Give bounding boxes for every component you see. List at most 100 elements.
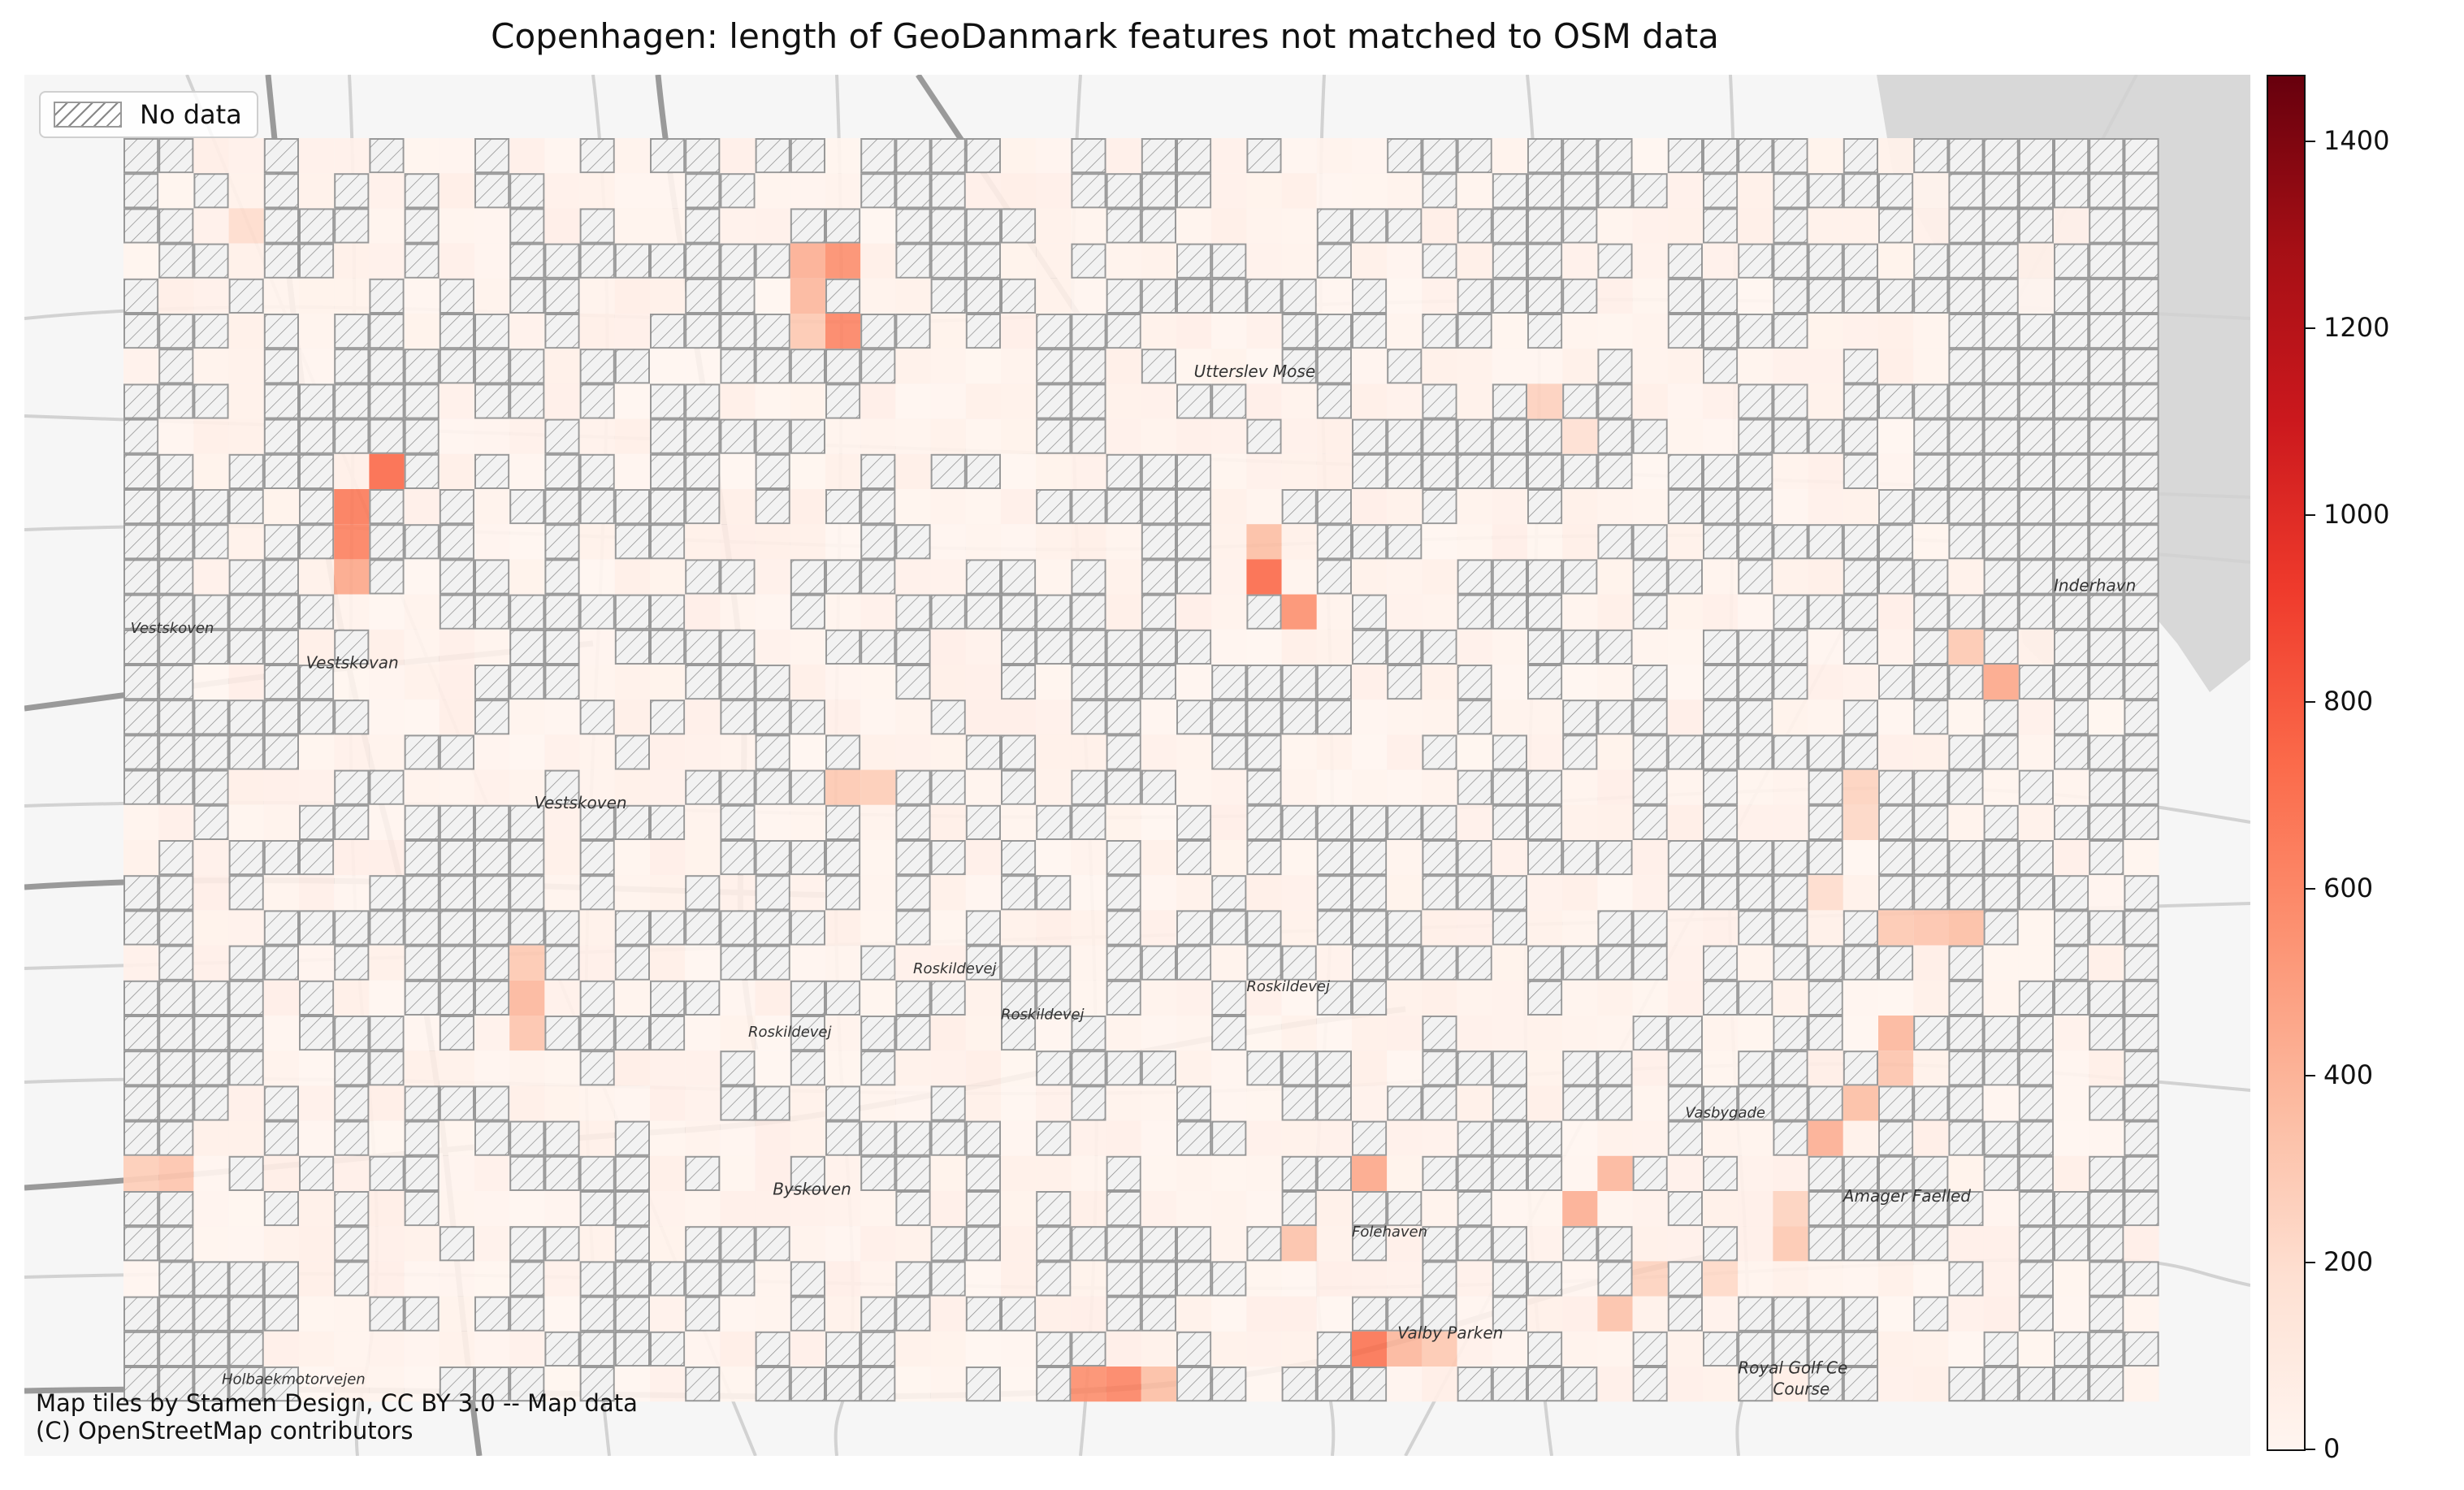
heatmap-cell (895, 383, 931, 419)
no-data-hatch (1984, 841, 2018, 875)
heatmap-cell (1246, 489, 1282, 525)
no-data-hatch (264, 665, 298, 700)
no-data-hatch (405, 876, 439, 910)
heatmap-cell (930, 1191, 966, 1227)
heatmap-cell (860, 1226, 896, 1262)
heatmap-cell (1211, 1155, 1247, 1191)
heatmap-cell (614, 208, 650, 244)
no-data-hatch (1353, 525, 1387, 559)
no-data-hatch (1423, 314, 1457, 349)
chart-title: Copenhagen: length of GeoDanmark feature… (491, 16, 1719, 56)
no-data-hatch (1528, 209, 1562, 243)
heatmap-cell (1667, 1367, 1703, 1402)
no-data-hatch (1949, 174, 1983, 208)
heatmap-cell (1001, 173, 1037, 209)
heatmap-cell (1036, 700, 1072, 735)
no-data-hatch (2055, 279, 2089, 313)
no-data-hatch (1037, 1051, 1071, 1085)
no-data-hatch (1739, 244, 1773, 278)
no-data-hatch (124, 1016, 158, 1050)
no-data-hatch (2055, 595, 2089, 629)
heatmap-cell (369, 173, 405, 209)
no-data-hatch (1353, 279, 1387, 313)
no-data-hatch (194, 981, 228, 1015)
no-data-hatch (159, 981, 193, 1015)
heatmap-cell (1281, 559, 1317, 595)
no-data-hatch (545, 314, 579, 349)
heatmap-cell (1632, 349, 1668, 384)
no-data-hatch (1773, 244, 1808, 278)
no-data-hatch (1739, 1297, 1773, 1331)
no-data-hatch (1914, 1156, 1948, 1190)
heatmap-cell (1457, 629, 1492, 665)
no-data-hatch (1457, 841, 1492, 875)
heatmap-cell (614, 840, 650, 876)
no-data-hatch (580, 384, 614, 418)
no-data-hatch (1704, 805, 1738, 839)
no-data-hatch (229, 946, 263, 980)
no-data-hatch (1002, 595, 1036, 629)
heatmap-cell (439, 418, 474, 454)
heatmap-cell (228, 138, 264, 174)
no-data-hatch (510, 209, 544, 243)
heatmap-cell (1527, 1191, 1563, 1227)
heatmap-cell (1387, 1050, 1423, 1086)
heatmap-cell (1001, 243, 1037, 279)
no-data-hatch (896, 174, 930, 208)
colorbar-tick-label: 200 (2323, 1246, 2374, 1278)
heatmap-cell (334, 875, 370, 911)
heatmap-cell (193, 945, 229, 981)
no-data-hatch (1528, 560, 1562, 594)
no-data-hatch (1388, 911, 1422, 945)
no-data-hatch (1633, 1016, 1667, 1050)
no-data-hatch (1177, 1121, 1211, 1155)
no-data-hatch (756, 454, 790, 488)
no-data-hatch (1528, 1156, 1562, 1190)
heatmap-cell (1667, 804, 1703, 840)
heatmap-cell (860, 208, 896, 244)
no-data-hatch (1353, 1192, 1387, 1226)
heatmap-cell (755, 173, 790, 209)
no-data-hatch (1423, 1016, 1457, 1050)
heatmap-cell (755, 1191, 790, 1227)
no-data-hatch (1879, 490, 1913, 524)
heatmap-cell (965, 1016, 1001, 1051)
heatmap-cell (228, 524, 264, 560)
heatmap-cell (1071, 1367, 1106, 1402)
heatmap-cell (965, 665, 1001, 700)
no-data-hatch (861, 349, 895, 383)
heatmap-cell (895, 1331, 931, 1367)
heatmap-cell (930, 804, 966, 840)
heatmap-cell (263, 980, 299, 1016)
heatmap-cell (1667, 1331, 1703, 1367)
no-data-hatch (335, 174, 369, 208)
attribution-line-2: (C) OpenStreetMap contributors (36, 1417, 414, 1445)
no-data-hatch (1879, 1121, 1913, 1155)
map-label: Folehaven (1352, 1224, 1427, 1241)
no-data-hatch (159, 525, 193, 559)
no-data-hatch (124, 279, 158, 313)
heatmap-cell (1808, 875, 1843, 911)
heatmap-cell (1738, 804, 1773, 840)
heatmap-cell (614, 665, 650, 700)
no-data-hatch (1423, 454, 1457, 488)
heatmap-cell (228, 349, 264, 384)
heatmap-cell (614, 769, 650, 805)
no-data-hatch (264, 841, 298, 875)
no-data-hatch (1247, 841, 1281, 875)
heatmap-cell (228, 769, 264, 805)
no-data-hatch (966, 1192, 1000, 1226)
heatmap-cell (1667, 769, 1703, 805)
no-data-hatch (1879, 665, 1913, 700)
no-data-hatch (1914, 419, 1948, 453)
heatmap-cell (1808, 700, 1843, 735)
heatmap-cell (1316, 1120, 1352, 1156)
heatmap-cell (1071, 1120, 1106, 1156)
no-data-hatch (896, 525, 930, 559)
no-data-hatch (1247, 805, 1281, 839)
no-data-hatch (1843, 174, 1877, 208)
no-data-hatch (1914, 384, 1948, 418)
no-data-hatch (1106, 314, 1141, 349)
no-data-hatch (1739, 314, 1773, 349)
heatmap-cell (439, 700, 474, 735)
